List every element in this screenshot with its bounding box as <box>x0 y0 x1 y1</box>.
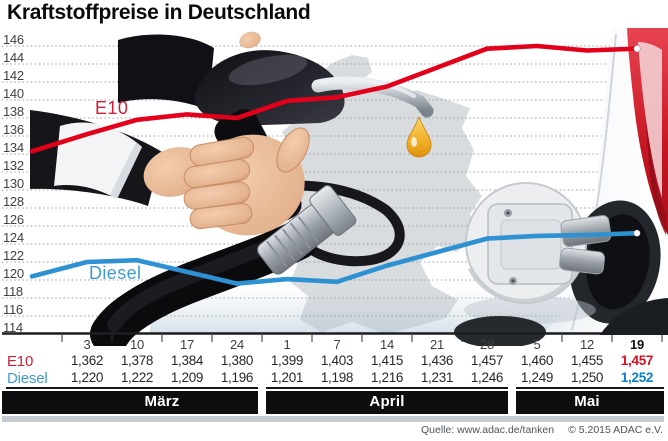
y-axis-label: 138 <box>3 104 24 119</box>
series-lines <box>29 43 641 286</box>
price-cell: 1,250 <box>570 370 604 385</box>
table-bottom-rule <box>6 387 258 389</box>
source-url: Quelle: www.adac.de/tanken <box>420 424 555 436</box>
price-cell: 1,201 <box>270 370 304 385</box>
date-header-cell: 21 <box>429 337 445 352</box>
price-cell: 1,231 <box>420 370 454 385</box>
price-cell: 1,209 <box>170 370 204 385</box>
date-header-cell: 5 <box>533 337 541 352</box>
y-axis-label: 132 <box>3 158 24 173</box>
y-axis-label: 120 <box>3 266 24 281</box>
date-header-cell: 1 <box>283 337 291 352</box>
price-cell: 1,222 <box>120 370 154 385</box>
nozzle-body <box>195 50 345 126</box>
y-axis-label: 134 <box>3 140 24 155</box>
price-cell: 1,403 <box>320 353 354 368</box>
series-end-dot <box>633 45 641 53</box>
y-axis-label: 118 <box>3 284 23 299</box>
table-bottom-rule <box>516 387 664 389</box>
y-axis-label: 124 <box>3 230 24 245</box>
table-row-label-diesel: Diesel <box>7 370 48 387</box>
price-cell: 1,380 <box>220 353 254 368</box>
price-cell: 1,198 <box>320 370 354 385</box>
series-line-diesel <box>29 230 640 286</box>
y-axis-label: 142 <box>3 68 24 83</box>
price-cell: 1,249 <box>520 370 554 385</box>
date-header-cell: 24 <box>229 337 245 352</box>
price-cell: 1,246 <box>470 370 504 385</box>
table-row-label-e10: E10 <box>7 353 34 370</box>
date-header-cell: 7 <box>333 337 341 352</box>
e10-line-label: E10 <box>95 98 129 118</box>
series-end-dot <box>633 229 641 237</box>
price-cell: 1,460 <box>520 353 554 368</box>
price-cell: 1,216 <box>370 370 404 385</box>
price-cell: 1,196 <box>220 370 254 385</box>
germany-map-silhouette <box>280 55 482 334</box>
price-cell: 1,399 <box>270 353 304 368</box>
hose-connector <box>257 185 357 275</box>
month-bar-april: April <box>266 391 508 414</box>
month-bar-märz: März <box>2 391 258 414</box>
diesel-line-label: Diesel <box>89 263 142 283</box>
price-cell: 1,436 <box>420 353 454 368</box>
y-axis-label: 122 <box>3 248 24 263</box>
month-label: April <box>369 393 405 410</box>
price-cell: 1,415 <box>370 353 404 368</box>
date-header-cell: 3 <box>83 337 91 352</box>
price-chart: 146 144 142 140 138 136 134 132 130 128 126 124 122 1… <box>2 28 668 346</box>
price-cell: 1,362 <box>70 353 104 368</box>
y-axis-label: 126 <box>3 212 24 227</box>
nozzle-rear <box>118 34 214 110</box>
date-header-cell: 14 <box>379 337 395 352</box>
price-cell: 1,384 <box>170 353 204 368</box>
y-axis-label: 136 <box>3 122 24 137</box>
y-axis-label: 144 <box>3 50 24 65</box>
price-cell: 1,457 <box>470 353 504 368</box>
month-bar-mai: Mai <box>516 391 664 414</box>
date-header-cell: 17 <box>179 337 195 352</box>
source-copyright: © 5.2015 ADAC e.V. <box>568 424 663 436</box>
y-axis-label: 146 <box>3 32 24 47</box>
y-axis-labels: 146 144 142 140 138 136 134 132 130 128 126 124 122 1… <box>3 32 24 335</box>
date-header-cell: 12 <box>579 337 595 352</box>
price-cell: 1,378 <box>120 353 154 368</box>
y-axis-label: 114 <box>3 320 23 335</box>
trigger-guard <box>255 180 405 267</box>
y-axis-label: 116 <box>3 302 23 317</box>
series-line-e10 <box>29 43 640 154</box>
fuel-drop-icon <box>406 115 432 158</box>
y-axis-label: 140 <box>3 86 24 101</box>
nozzle-spout <box>311 76 434 118</box>
month-label: März <box>144 393 180 410</box>
date-header-cell: 19 <box>629 337 645 352</box>
price-cell: 1,455 <box>570 353 604 368</box>
price-cell: 1,457 <box>620 353 654 368</box>
y-axis-label: 128 <box>3 194 24 209</box>
date-header-cell: 10 <box>129 337 145 352</box>
bottom-gray-bar <box>2 416 664 422</box>
table-bottom-rule <box>266 387 508 389</box>
price-cell: 1,252 <box>620 370 654 385</box>
page-title: Kraftstoffpreise in Deutschland <box>7 1 311 24</box>
hand <box>143 31 310 236</box>
price-cell: 1,220 <box>70 370 104 385</box>
hand-with-fuel-nozzle <box>30 31 434 346</box>
door-hinge <box>559 215 612 275</box>
date-header-cell: 28 <box>479 337 495 352</box>
month-label: Mai <box>574 393 600 410</box>
source-line: Quelle: www.adac.de/tanken © 5.2015 ADAC… <box>421 424 663 436</box>
x-axis <box>2 332 663 342</box>
y-axis-label: 130 <box>3 176 24 191</box>
